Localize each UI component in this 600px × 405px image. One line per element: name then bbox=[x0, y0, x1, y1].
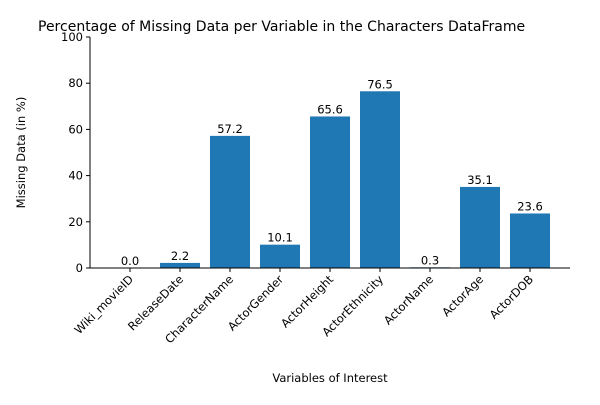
y-axis-label: Missing Data (in %) bbox=[14, 97, 28, 209]
data-label-ActorName: 0.3 bbox=[421, 253, 439, 267]
bar-ActorAge bbox=[460, 186, 500, 268]
bar-ActorDOB bbox=[510, 213, 550, 268]
data-label-ActorGender: 10.1 bbox=[267, 231, 293, 245]
data-label-ActorDOB: 23.6 bbox=[517, 199, 543, 213]
y-tick-label-60: 60 bbox=[68, 122, 83, 136]
data-labels-group: 0.0 2.2 57.2 10.1 65.6 76.5 0.3 35.1 23.6 bbox=[121, 77, 543, 268]
x-tick-label-Wiki_movieID: Wiki_movieID bbox=[71, 272, 136, 337]
data-label-CharacterName: 57.2 bbox=[217, 122, 243, 136]
bar-ActorHeight bbox=[310, 116, 350, 269]
x-axis-label: Variables of Interest bbox=[272, 371, 388, 385]
bar-CharacterName bbox=[210, 135, 250, 268]
x-tick-label-ActorAge: ActorAge bbox=[439, 272, 486, 319]
y-tick-label-80: 80 bbox=[68, 76, 83, 90]
x-axis: Wiki_movieIDReleaseDateCharacterNameActo… bbox=[71, 268, 536, 346]
bars-group bbox=[160, 91, 550, 269]
x-tick-label-ActorName: ActorName bbox=[381, 272, 436, 327]
data-label-Wiki_movieID: 0.0 bbox=[121, 254, 139, 268]
y-tick-label-0: 0 bbox=[76, 261, 83, 275]
bar-ActorGender bbox=[260, 244, 300, 268]
data-label-ActorHeight: 65.6 bbox=[317, 102, 343, 116]
bar-ActorEthnicity bbox=[360, 91, 400, 268]
y-tick-label-100: 100 bbox=[61, 30, 83, 44]
bar-ReleaseDate bbox=[160, 262, 200, 268]
y-tick-label-40: 40 bbox=[68, 169, 83, 183]
x-tick-label-ActorDOB: ActorDOB bbox=[487, 272, 537, 322]
data-label-ReleaseDate: 2.2 bbox=[171, 249, 189, 263]
chart-title: Percentage of Missing Data per Variable … bbox=[38, 19, 525, 35]
y-axis: 0 20 40 60 80 100 bbox=[61, 30, 90, 275]
data-label-ActorAge: 35.1 bbox=[467, 173, 493, 187]
data-label-ActorEthnicity: 76.5 bbox=[367, 77, 393, 91]
y-tick-label-20: 20 bbox=[68, 215, 83, 229]
